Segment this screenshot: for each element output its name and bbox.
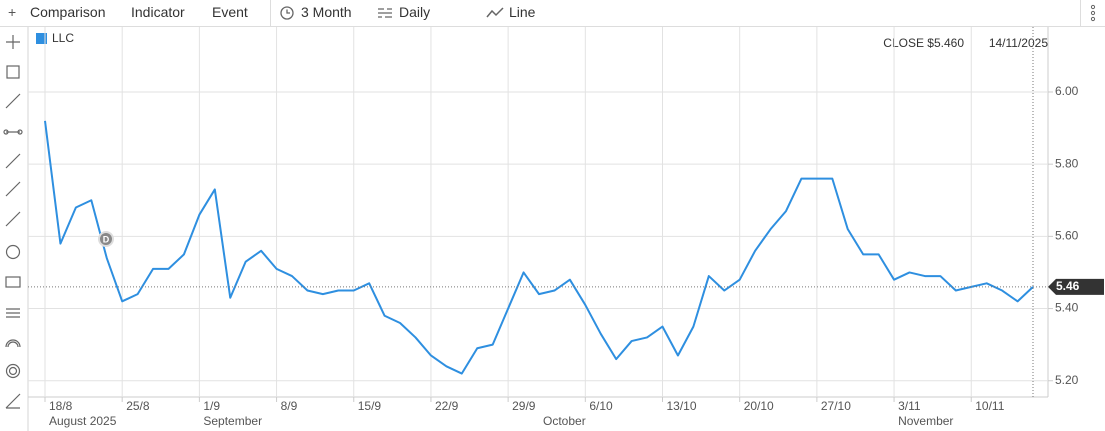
month-label: November	[898, 414, 953, 428]
separator	[270, 0, 271, 26]
interval-icon	[378, 8, 392, 18]
x-tick-label: 20/10	[744, 399, 774, 413]
y-tick-label: 5.60	[1055, 229, 1079, 243]
date-label: 14/11/2025	[989, 36, 1048, 50]
last-price-label: 5.46	[1056, 279, 1080, 293]
event-marker[interactable]	[98, 231, 114, 247]
legend-label[interactable]: LLC	[52, 31, 74, 45]
menu-icon[interactable]	[1088, 3, 1098, 23]
toolbar-button[interactable]: Event	[212, 4, 248, 20]
x-tick-label: 18/8	[49, 399, 73, 413]
plus-icon[interactable]: +	[8, 4, 17, 20]
month-label: October	[543, 414, 586, 428]
x-tick-label: 6/10	[589, 399, 613, 413]
y-tick-label: 6.00	[1055, 84, 1079, 98]
toolbar: + Comparison Indicator Event 3 Month Dai…	[0, 0, 1105, 27]
x-tick-label: 15/9	[358, 399, 382, 413]
y-tick-label: 5.80	[1055, 156, 1079, 170]
side-tools	[3, 27, 29, 431]
toolbar-button[interactable]: 3 Month	[301, 4, 352, 20]
toolbar-button[interactable]: Daily	[399, 4, 431, 20]
x-tick-label: 8/9	[281, 399, 298, 413]
toolbar-button[interactable]: Comparison	[30, 4, 106, 20]
close-label: CLOSE $5.460	[883, 36, 964, 50]
line-icon	[486, 7, 504, 18]
x-tick-label: 29/9	[512, 399, 536, 413]
x-tick-label: 25/8	[126, 399, 150, 413]
price-line	[44, 120, 1034, 375]
y-tick-label: 5.20	[1055, 373, 1079, 387]
toolbar-button[interactable]: Line	[509, 4, 536, 20]
x-tick-label: 27/10	[821, 399, 851, 413]
separator	[1080, 0, 1081, 26]
toolbar-button[interactable]: Indicator	[131, 4, 185, 20]
month-label: August 2025	[49, 414, 117, 428]
x-tick-label: 22/9	[435, 399, 459, 413]
legend-swatch	[36, 33, 47, 44]
last-price-tag	[1048, 278, 1104, 295]
x-tick-label: 10/11	[975, 399, 1004, 413]
x-tick-label: 3/11	[898, 399, 921, 413]
y-tick-label: 5.40	[1055, 301, 1079, 315]
x-tick-label: 13/10	[667, 399, 697, 413]
month-label: September	[203, 414, 262, 428]
clock-icon	[280, 6, 294, 20]
event-marker-label: D	[103, 234, 110, 244]
x-tick-label: 1/9	[203, 399, 220, 413]
